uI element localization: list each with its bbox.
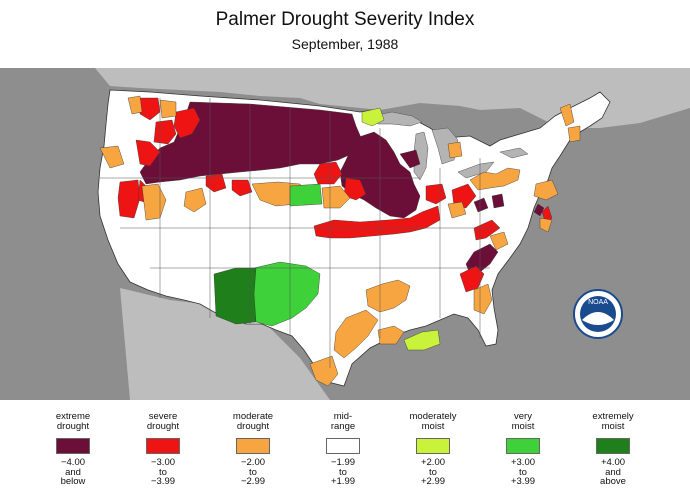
canada-land — [95, 68, 690, 128]
lake-ontario — [499, 147, 529, 159]
legend-item: mid- range −1.99 to +1.99 — [298, 402, 388, 487]
moderate-drought-regions — [99, 95, 581, 387]
legend-range: +2.00 to +2.99 — [420, 457, 446, 487]
legend-label: mid- range — [330, 411, 356, 432]
legend-item: very moist +3.00 to +3.99 — [478, 402, 568, 487]
map-title: Palmer Drought Severity Index — [215, 9, 475, 30]
legend-swatch — [236, 438, 270, 454]
legend-range: +4.00 and above — [600, 457, 626, 487]
legend-item: moderate drought −2.00 to −2.99 — [208, 402, 298, 487]
us-drought-map: NOAA — [95, 68, 690, 400]
legend: extreme drought −4.00 and below severe dro… — [0, 402, 690, 488]
extremely-moist-regions — [213, 267, 257, 325]
legend-label: moderately moist — [409, 411, 457, 432]
legend-item: extremely moist +4.00 and above — [568, 402, 658, 487]
svg-text:NOAA: NOAA — [588, 299, 608, 306]
map-area: NOAA National Climatic Data Center — [0, 68, 690, 426]
legend-item: extreme drought −4.00 and below — [28, 402, 118, 487]
legend-swatch — [506, 438, 540, 454]
legend-label: moderate drought — [232, 411, 274, 432]
noaa-logo: NOAA — [573, 289, 623, 339]
legend-label: extremely moist — [592, 411, 634, 432]
lake-superior — [371, 111, 423, 127]
legend-swatch — [146, 438, 180, 454]
legend-swatch — [326, 438, 360, 454]
lake-erie — [457, 161, 495, 179]
legend-swatch — [56, 438, 90, 454]
legend-range: −2.00 to −2.99 — [240, 457, 266, 487]
legend-range: +3.00 to +3.99 — [510, 457, 536, 487]
legend-label: extreme drought — [55, 411, 91, 432]
legend-label: severe drought — [146, 411, 180, 432]
state-boundaries — [100, 98, 500, 368]
legend-range: −1.99 to +1.99 — [330, 457, 356, 487]
legend-swatch — [596, 438, 630, 454]
legend-swatch — [416, 438, 450, 454]
legend-range: −3.00 to −3.99 — [150, 457, 176, 487]
legend-item: severe drought −3.00 to −3.99 — [118, 402, 208, 487]
legend-range: −4.00 and below — [60, 457, 86, 487]
mexico-land — [120, 288, 330, 400]
legend-item: moderately moist +2.00 to +2.99 — [388, 402, 478, 487]
legend-label: very moist — [511, 411, 535, 432]
map-subtitle: September, 1988 — [291, 36, 399, 52]
moderately-moist-regions — [361, 107, 441, 351]
credit-text: National Climatic Data Center — [536, 412, 690, 426]
